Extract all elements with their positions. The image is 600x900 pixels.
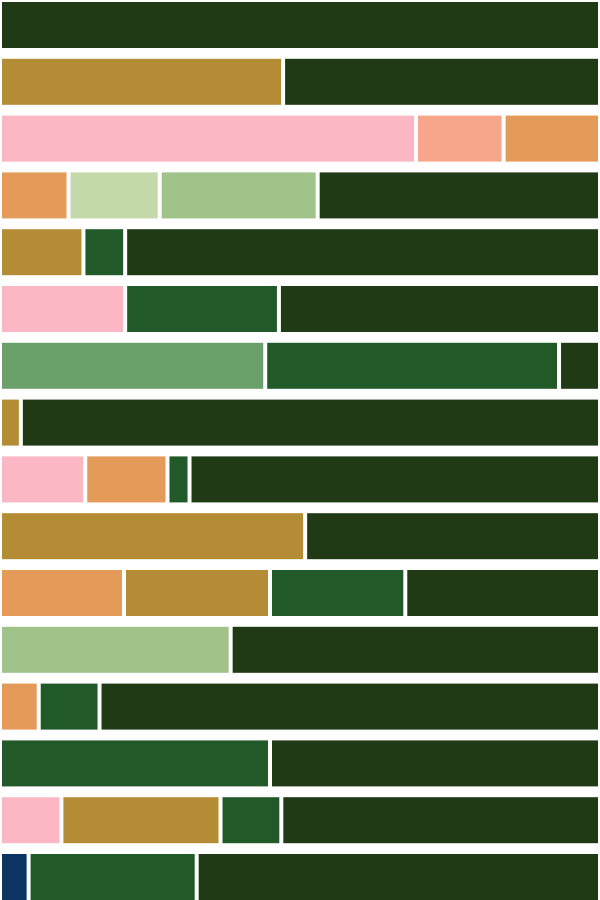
bar-segment-orange [2, 570, 122, 616]
bar-segment-ochre [63, 797, 219, 844]
bar-segment-orange [2, 172, 67, 219]
bar-segment-sage-green [2, 342, 264, 389]
bar-segment-medium-green [271, 570, 404, 616]
bar-row [2, 513, 598, 560]
bar-row [2, 286, 598, 332]
bar-row [2, 115, 598, 162]
bar-segment-salmon [418, 115, 502, 162]
bar-segment-pink [2, 456, 84, 503]
bar-segment-dark-green [319, 172, 598, 219]
bar-segment-medium-green [2, 740, 268, 787]
bar-segment-dark-green [561, 342, 598, 389]
bar-segment-orange [87, 456, 166, 503]
bar-segment-dark-green [232, 626, 598, 673]
bar-row [2, 172, 598, 219]
bar-row [2, 2, 598, 48]
bar-row [2, 854, 598, 900]
bar-row [2, 626, 598, 673]
bar-row [2, 229, 598, 276]
bar-segment-dark-green [127, 229, 598, 276]
bar-segment-navy [2, 854, 27, 900]
bar-segment-dark-green [285, 58, 598, 105]
bar-row [2, 740, 598, 787]
bar-segment-dark-green [280, 286, 598, 332]
bar-segment-dark-green [101, 683, 598, 730]
bar-segment-medium-green [85, 229, 124, 276]
bar-segment-medium-green [267, 342, 558, 389]
bar-segment-ochre [125, 570, 268, 616]
bar-segment-pink [2, 115, 415, 162]
bar-row [2, 58, 598, 105]
bar-segment-medium-green [30, 854, 195, 900]
bar-segment-ochre [2, 58, 282, 105]
bar-segment-dark-green [191, 456, 598, 503]
bar-segment-dark-green [271, 740, 598, 787]
bar-segment-pink [2, 797, 60, 844]
bar-segment-orange [505, 115, 598, 162]
bar-segment-orange [2, 683, 37, 730]
bar-segment-dark-green [198, 854, 598, 900]
bar-segment-medium-green [169, 456, 188, 503]
bar-row [2, 797, 598, 844]
bar-segment-dark-green [2, 2, 598, 48]
bar-segment-dark-green [307, 513, 598, 560]
bar-row [2, 456, 598, 503]
bar-segment-ochre [2, 229, 82, 276]
bar-segment-medium-green [222, 797, 280, 844]
bar-segment-ochre [2, 399, 19, 446]
bar-segment-light-green [161, 172, 316, 219]
bar-segment-dark-green [283, 797, 598, 844]
bar-segment-light-green [2, 626, 229, 673]
bar-segment-dark-green [22, 399, 599, 446]
bar-segment-medium-green [40, 683, 98, 730]
bar-row [2, 399, 599, 446]
bar-row [2, 683, 598, 730]
bar-row [2, 342, 598, 389]
bar-segment-pale-green [70, 172, 158, 219]
bar-row [2, 570, 598, 616]
bar-segment-dark-green [407, 570, 598, 616]
bar-segment-medium-green [127, 286, 277, 332]
bar-segment-pink [2, 286, 124, 332]
bar-segment-ochre [2, 513, 304, 560]
